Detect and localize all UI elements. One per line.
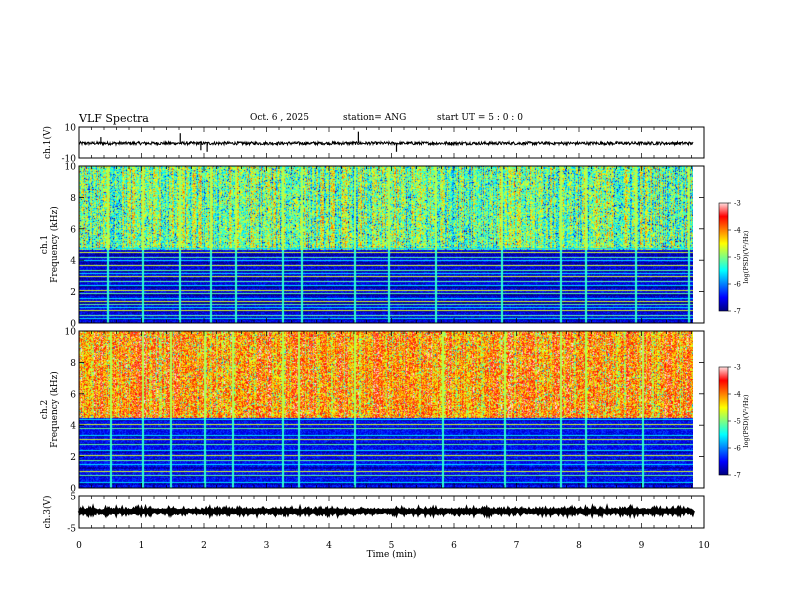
time-tick-label: 8 [576, 541, 582, 551]
ch1-colorbar: -3 -4 -5 -6 -7 log(PSD)(V²/Hz) [718, 200, 750, 316]
time-tick-label: 10 [698, 541, 710, 551]
ch1-spectrogram-ylabel-line1: ch.1 [40, 235, 50, 254]
ch2-spectrogram-ytick-label: 10 [65, 328, 77, 338]
plot-title: VLF Spectra [79, 112, 149, 125]
time-tick-label: 0 [76, 541, 82, 551]
date-label: Oct. 6 , 2025 [250, 113, 309, 123]
ch1-waveform-ylabel: ch.1(V) [42, 126, 53, 159]
ch1-spectrogram-ytick-label: 4 [70, 257, 76, 267]
ch2-spectrogram-colorbar-tick: -6 [734, 445, 741, 453]
time-tick-label: 3 [264, 541, 270, 551]
time-tick-label: 2 [201, 541, 207, 551]
ch2-spectrogram-ytick-label: 0 [70, 485, 76, 495]
ch2-spectrogram-ytick-label: 4 [70, 422, 76, 432]
ch2-spectrogram-ytick-label: 2 [70, 453, 76, 463]
ch1-spectrogram-colorbar-tick: -3 [734, 200, 741, 208]
ch3-waveform-panel: 5 -5 ch.3(V) [42, 493, 705, 535]
ch1-spectrogram-image [79, 166, 693, 323]
ch1-spectrogram-colorbar-tick: -7 [734, 308, 741, 316]
time-tick-label: 7 [514, 541, 520, 551]
ch3-waveform-ytick-label: -5 [67, 525, 76, 535]
ch1-waveform-panel: 10 -10 ch.1(V) [42, 124, 705, 165]
ch1-spectrogram-ytick-label: 10 [65, 163, 77, 173]
ch1-waveform-ytick-label: -10 [62, 155, 77, 165]
ch2-spectrogram-ylabel-line2: Frequency (kHz) [49, 371, 60, 448]
ch1-spectrogram-panel: 0 2 4 6 8 10 ch.1 Frequency (kHz) [40, 163, 705, 330]
ch1-spectrogram-ytick-label: 6 [70, 225, 76, 235]
station-label: station= ANG [343, 113, 407, 123]
ch1-waveform-ytick-label: 10 [65, 124, 77, 134]
ch2-spectrogram-colorbar-scale [718, 366, 729, 476]
ch2-spectrogram-panel: 0 2 4 6 8 10 ch.2 Frequency (kHz) [40, 328, 705, 495]
ch1-waveform-trace [78, 140, 694, 147]
ch1-spectrogram-ytick-label: 0 [70, 320, 76, 330]
time-tick-label: 6 [451, 541, 457, 551]
ch2-spectrogram-ylabel-line1: ch.2 [40, 400, 50, 419]
start-time-label: start UT = 5 : 0 : 0 [437, 113, 523, 123]
time-axis: 0 1 2 3 4 5 6 7 8 9 10 Time (min) [76, 541, 710, 560]
ch2-spectrogram-ytick-label: 8 [70, 359, 76, 369]
ch3-waveform-ytick-label: 5 [70, 493, 76, 503]
ch2-spectrogram-colorbar-tick: -3 [734, 364, 741, 372]
ch1-spectrogram-colorbar-tick: -5 [734, 254, 741, 262]
ch2-spectrogram-ytick-label: 6 [70, 390, 76, 400]
ch2-colorbar: -3 -4 -5 -6 -7 log(PSD)(V²/Hz) [718, 364, 750, 480]
time-tick-label: 1 [139, 541, 145, 551]
time-tick-label: 5 [389, 541, 395, 551]
ch3-waveform-trace [77, 503, 695, 520]
ch1-spectrogram-ytick-label: 2 [70, 288, 76, 298]
ch2-spectrogram-colorbar-tick: -4 [734, 391, 741, 399]
ch2-spectrogram-colorbar-tick: -7 [734, 472, 741, 480]
ch1-spectrogram-colorbar-label: log(PSD)(V²/Hz) [742, 230, 750, 283]
ch2-spectrogram-colorbar-label: log(PSD)(V²/Hz) [742, 394, 750, 447]
ch1-spectrogram-colorbar-tick: -6 [734, 281, 741, 289]
ch2-spectrogram-colorbar-tick: -5 [734, 418, 741, 426]
time-axis-label: Time (min) [367, 549, 417, 560]
ch3-waveform-ylabel: ch.3(V) [42, 496, 53, 529]
ch2-spectrogram-image [79, 331, 693, 488]
ch1-spectrogram-colorbar-scale [718, 202, 729, 312]
ch1-spectrogram-colorbar-tick: -4 [734, 227, 741, 235]
time-tick-label: 4 [326, 541, 332, 551]
ch1-spectrogram-ytick-label: 8 [70, 194, 76, 204]
ch1-spectrogram-ylabel-line2: Frequency (kHz) [49, 206, 60, 283]
time-tick-label: 9 [639, 541, 645, 551]
